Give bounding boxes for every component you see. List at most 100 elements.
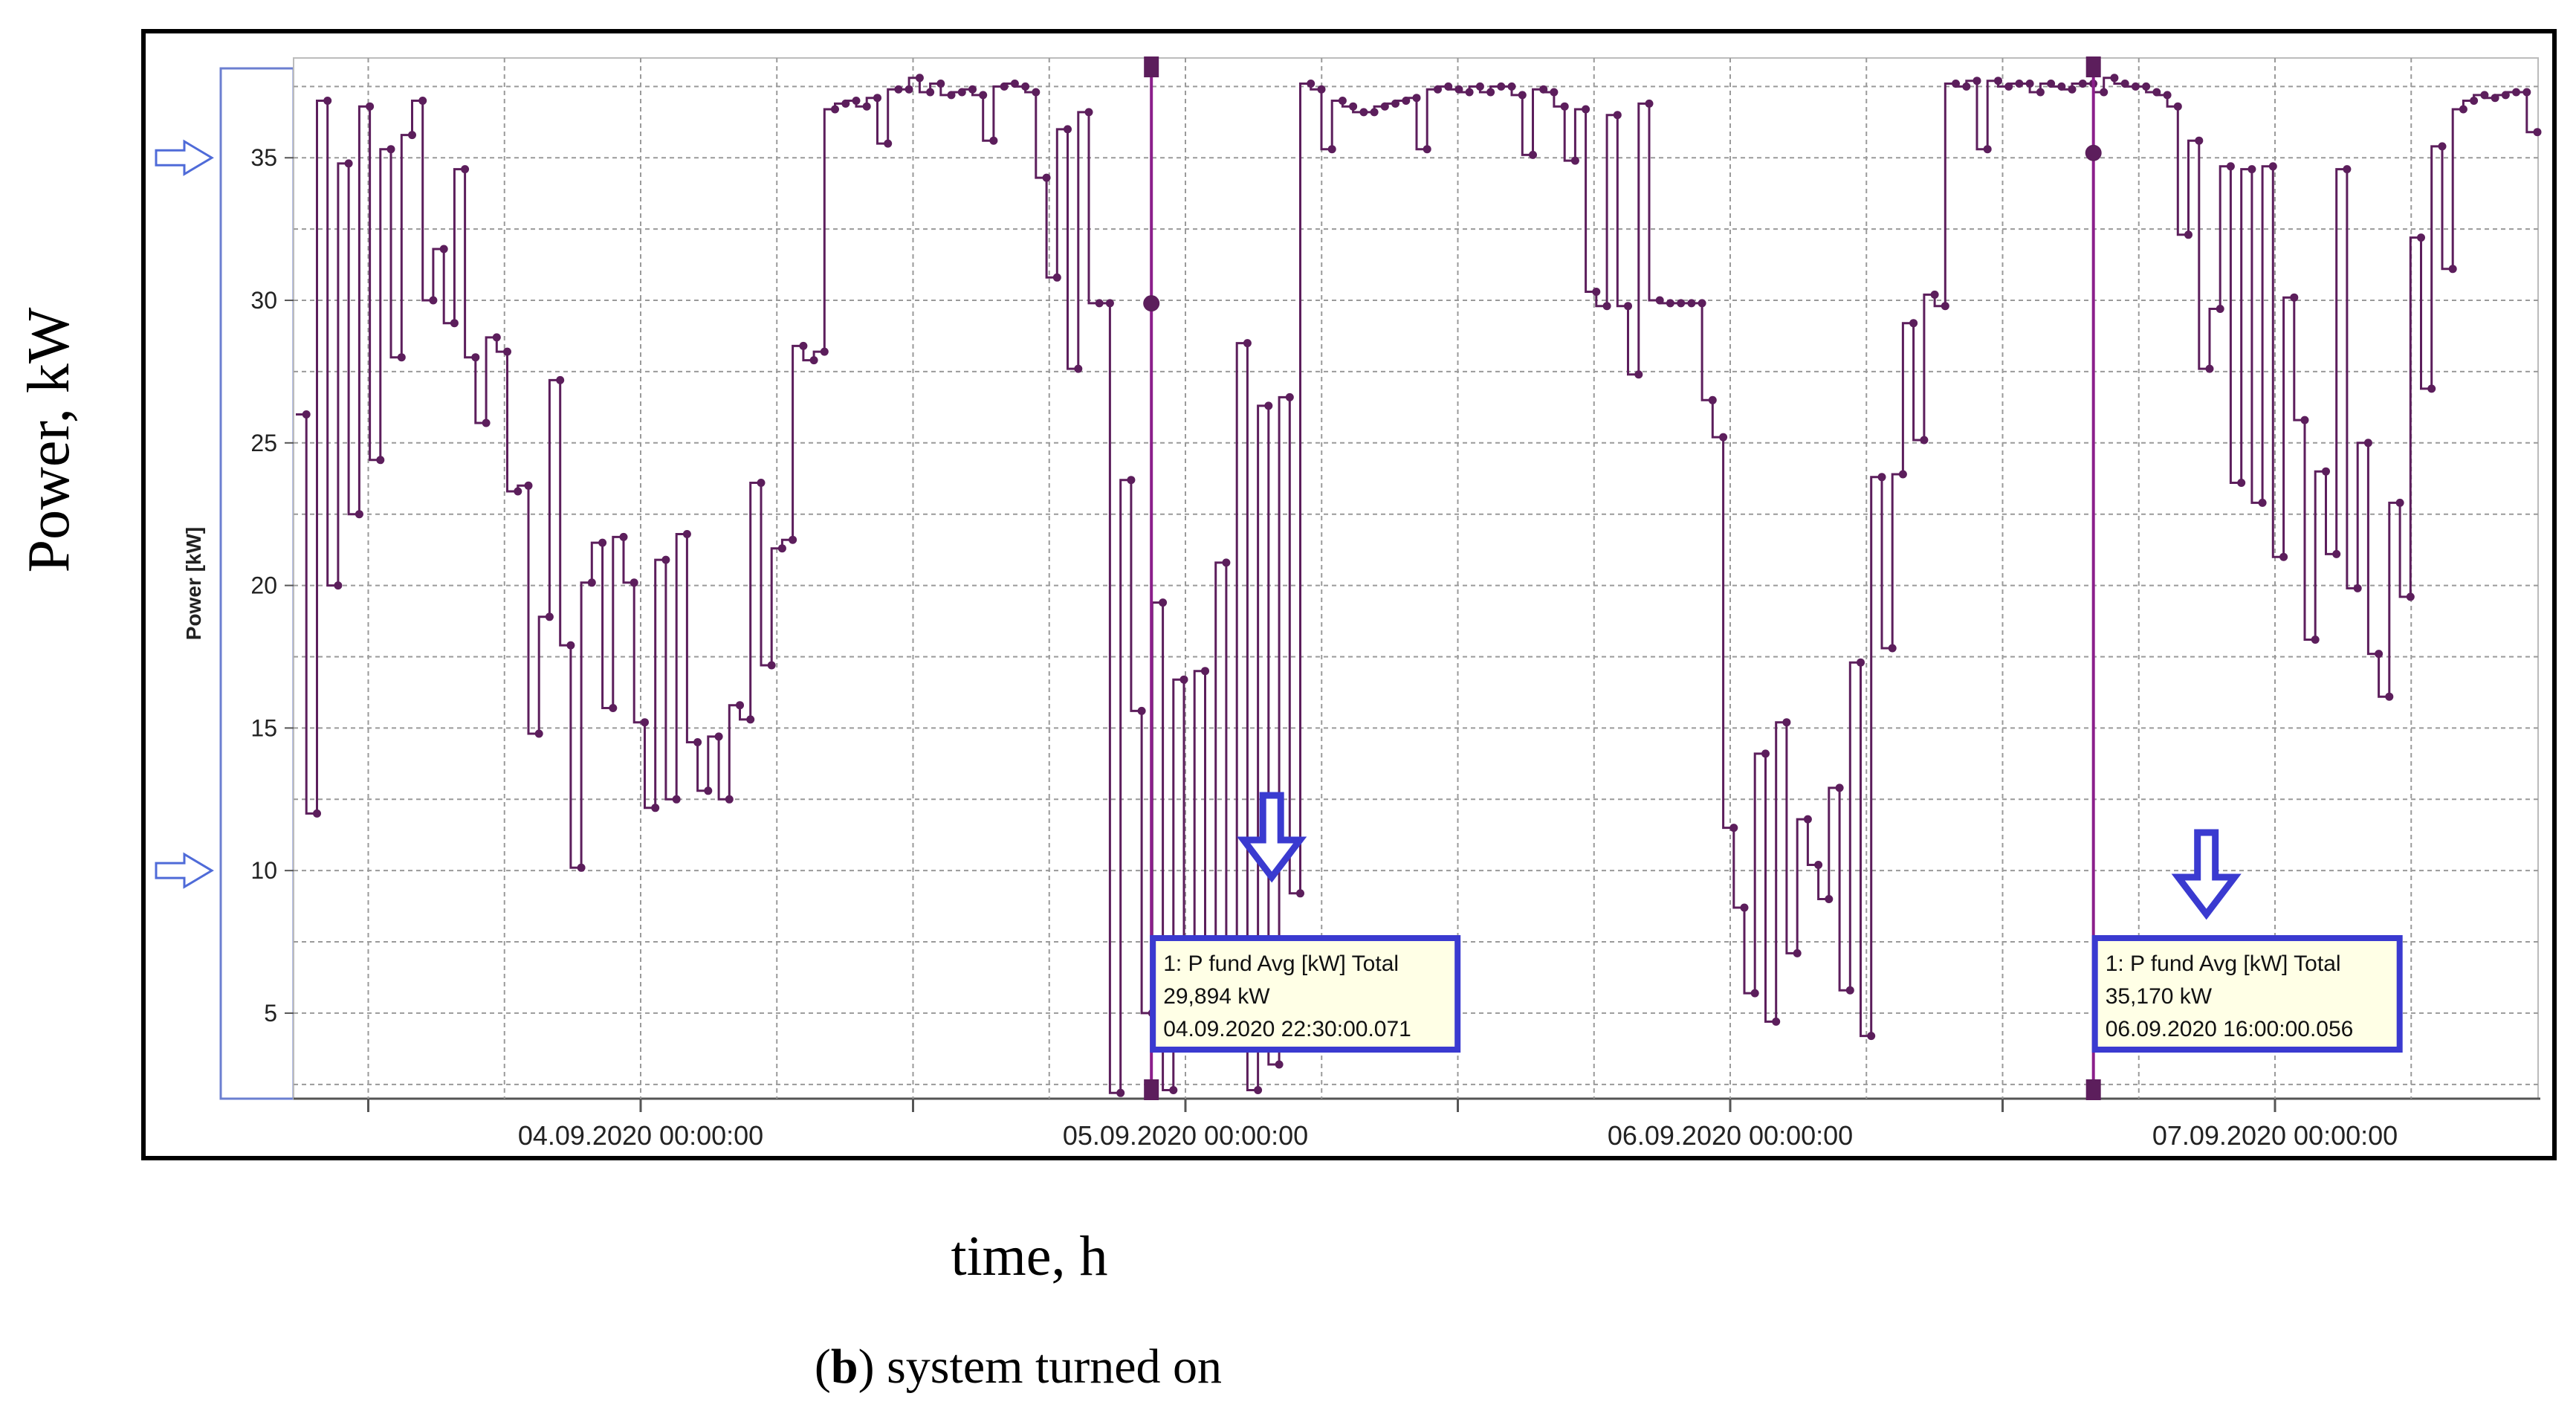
data-point xyxy=(1898,470,1907,479)
data-point xyxy=(1582,105,1590,114)
data-point xyxy=(1518,91,1527,100)
data-point xyxy=(577,863,586,872)
data-point xyxy=(2173,102,2182,111)
data-point xyxy=(566,641,575,650)
data-point xyxy=(2226,162,2235,171)
x-tick-label: 07.09.2020 00:00:00 xyxy=(2152,1120,2398,1151)
data-point xyxy=(2406,592,2415,601)
data-point xyxy=(852,97,861,105)
cursor-handle-top[interactable] xyxy=(1144,56,1159,77)
y-tick-label: 20 xyxy=(250,572,277,599)
data-point xyxy=(408,131,416,140)
data-point xyxy=(1708,395,1717,404)
data-point xyxy=(461,165,470,174)
data-point xyxy=(1613,111,1622,120)
y-tick-label: 25 xyxy=(250,430,277,456)
cursor-value-marker[interactable] xyxy=(1143,295,1160,312)
data-point xyxy=(682,530,691,538)
data-point xyxy=(789,535,797,544)
data-point xyxy=(1105,299,1114,308)
cursor-tooltip-line: 1: P fund Avg [kW] Total xyxy=(1163,951,1399,976)
data-point xyxy=(2100,88,2109,97)
data-point xyxy=(651,804,660,812)
data-point xyxy=(1782,718,1791,727)
data-point xyxy=(609,704,618,712)
data-point xyxy=(1000,82,1009,91)
data-point xyxy=(1454,85,1463,94)
data-point xyxy=(1750,989,1759,998)
data-point xyxy=(2195,136,2204,145)
data-point xyxy=(1867,1032,1876,1041)
data-point xyxy=(534,729,543,738)
data-point xyxy=(2015,80,2024,88)
data-point xyxy=(1560,102,1569,111)
data-point xyxy=(587,578,596,587)
data-point xyxy=(1909,319,1918,328)
data-point xyxy=(820,347,829,356)
data-point xyxy=(725,795,734,804)
outer-y-axis-label: Power, kW xyxy=(16,307,82,572)
data-point xyxy=(344,159,353,168)
data-point xyxy=(1201,667,1209,676)
data-point xyxy=(1857,658,1865,667)
data-point xyxy=(1602,302,1611,311)
data-point xyxy=(2300,416,2309,424)
data-point xyxy=(2184,230,2192,239)
data-point xyxy=(1475,82,1484,91)
data-point xyxy=(1624,302,1632,311)
data-point xyxy=(2205,364,2214,373)
data-point xyxy=(2290,293,2299,302)
cursor-tooltip-line: 29,894 kW xyxy=(1163,984,1270,1009)
down-arrow-icon xyxy=(2171,829,2242,920)
y-tick-label: 30 xyxy=(250,287,277,314)
data-point xyxy=(2110,74,2119,83)
data-point xyxy=(2385,692,2394,701)
plot-area xyxy=(293,57,2539,1099)
data-point xyxy=(471,353,480,362)
data-point xyxy=(2459,105,2467,114)
data-point xyxy=(1423,145,1431,154)
data-point xyxy=(1550,88,1559,97)
cursor-handle-bottom[interactable] xyxy=(2085,1079,2101,1100)
data-point xyxy=(1402,97,1411,105)
series-layer xyxy=(296,74,2542,1097)
data-point xyxy=(1486,88,1495,97)
data-point xyxy=(1952,80,1960,88)
x-tick-label: 06.09.2020 00:00:00 xyxy=(1608,1120,1853,1151)
data-point xyxy=(545,613,554,621)
data-point xyxy=(1793,949,1802,957)
data-point xyxy=(2491,94,2499,103)
data-point xyxy=(1772,1017,1781,1026)
data-point xyxy=(2363,439,2372,447)
data-point xyxy=(1275,1060,1284,1069)
data-point xyxy=(767,661,776,670)
cursor-value-marker[interactable] xyxy=(2085,144,2102,161)
cursor-layer[interactable]: 1: P fund Avg [kW] Total 29,894 kW 04.09.2… xyxy=(1143,56,2403,1100)
data-point xyxy=(598,538,607,547)
cursor-handle-bottom[interactable] xyxy=(1144,1079,1159,1100)
data-point xyxy=(1179,675,1188,684)
data-point xyxy=(619,532,628,541)
data-point xyxy=(2068,85,2077,94)
data-point xyxy=(736,701,744,710)
data-point xyxy=(1052,273,1061,282)
data-point xyxy=(693,738,702,746)
data-point xyxy=(2353,584,2362,592)
data-point xyxy=(1814,861,1823,869)
data-point xyxy=(1338,97,1347,105)
data-point xyxy=(1655,296,1664,305)
data-point xyxy=(2120,80,2129,88)
data-point xyxy=(418,97,427,105)
caption-letter: b xyxy=(831,1340,858,1394)
data-point xyxy=(482,419,491,427)
data-point xyxy=(1845,986,1854,995)
data-point xyxy=(2522,88,2531,97)
data-point xyxy=(957,88,966,97)
data-point xyxy=(2427,384,2436,393)
y-tick-label: 10 xyxy=(250,857,277,884)
data-point xyxy=(439,245,448,253)
cursor-handle-top[interactable] xyxy=(2085,56,2101,77)
data-point xyxy=(313,809,321,818)
limit-arrows xyxy=(155,139,214,889)
data-point xyxy=(1349,102,1358,111)
